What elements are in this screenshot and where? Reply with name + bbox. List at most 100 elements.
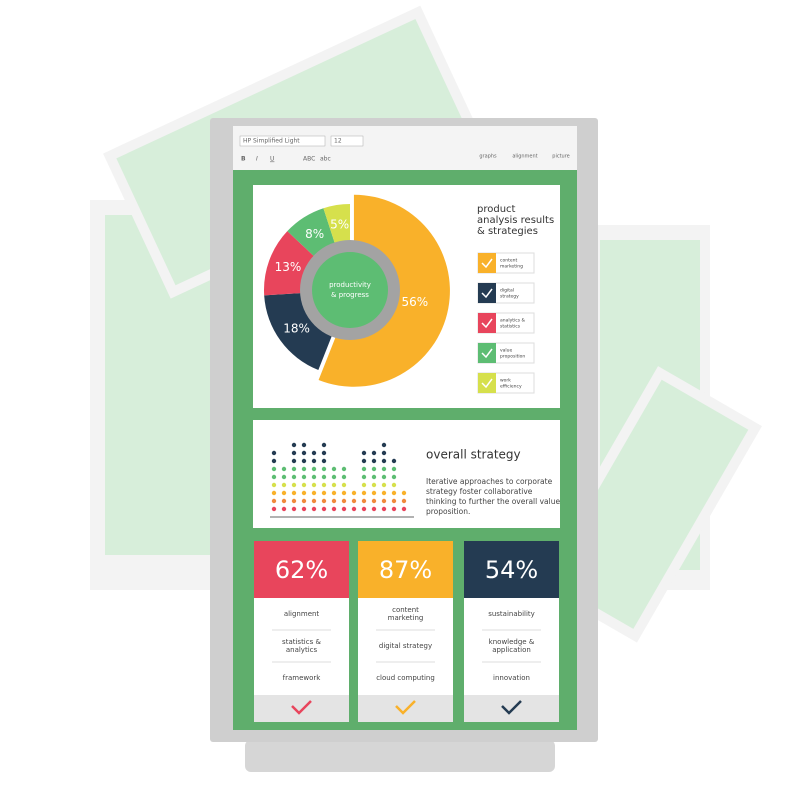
dot: [271, 498, 277, 504]
card-header: [358, 541, 453, 598]
tool-group[interactable]: picture: [552, 154, 569, 160]
dot: [301, 442, 307, 448]
dot: [381, 490, 387, 496]
dot: [321, 482, 327, 488]
dot: [391, 506, 397, 512]
dot: [301, 474, 307, 480]
dot: [361, 498, 367, 504]
tool-group[interactable]: alignment: [512, 154, 537, 160]
card-footer: [358, 695, 453, 722]
size-select[interactable]: [330, 135, 364, 147]
dot: [301, 450, 307, 456]
tool-group[interactable]: graphs: [479, 154, 497, 160]
dot: [271, 506, 277, 512]
dot: [371, 474, 377, 480]
dot: [391, 482, 397, 488]
dot: [361, 474, 367, 480]
dot: [371, 506, 377, 512]
dot: [291, 506, 297, 512]
strategy-text: proposition.: [426, 507, 470, 516]
dot: [341, 506, 347, 512]
card-item: cloud computing: [376, 674, 435, 682]
dot: [271, 450, 277, 456]
ghost-screen: [600, 240, 700, 570]
tool-button[interactable]: B: [241, 156, 246, 163]
dot: [321, 466, 327, 472]
tool-button[interactable]: abc: [320, 156, 331, 163]
card-percent: 87%: [379, 556, 432, 584]
card-header: [254, 541, 349, 598]
check: [481, 258, 493, 269]
ghost-screen: [590, 225, 710, 590]
font-select[interactable]: [239, 135, 326, 147]
legend-label: content: [500, 258, 517, 264]
ghost-screen: [90, 200, 220, 590]
dot: [391, 490, 397, 496]
card-item: sustainability: [488, 610, 535, 618]
dot: [311, 490, 317, 496]
card-item: application: [492, 646, 531, 654]
legend-label: analytics &: [500, 318, 526, 324]
dot: [331, 490, 337, 496]
legend-swatch: [478, 373, 496, 393]
dot: [371, 458, 377, 464]
card-item: digital strategy: [379, 642, 432, 650]
pie: 56% 18% 13% 8% 5% productivity & progress: [264, 194, 450, 387]
toolbar: [233, 126, 577, 170]
panel-title: analysis results: [477, 215, 554, 226]
dot: [371, 466, 377, 472]
slice-label: 56%: [401, 295, 428, 309]
legend-swatch: [478, 343, 496, 363]
card-percent: 54%: [485, 556, 538, 584]
dot: [311, 450, 317, 456]
dot: [391, 458, 397, 464]
check: [481, 348, 493, 359]
dot: [311, 482, 317, 488]
center-label: productivity: [329, 281, 371, 289]
dot: [301, 490, 307, 496]
dot: [311, 498, 317, 504]
center-label: & progress: [331, 291, 369, 299]
dot: [291, 474, 297, 480]
dot: [401, 498, 407, 504]
panel-title: & strategies: [477, 226, 538, 237]
card-item: alignment: [284, 610, 320, 618]
tool-button[interactable]: ABC: [303, 156, 315, 163]
slice-label: 13%: [275, 260, 302, 274]
dot: [381, 458, 387, 464]
dot: [291, 450, 297, 456]
card-header: [464, 541, 559, 598]
dot: [341, 474, 347, 480]
dot: [291, 466, 297, 472]
dot: [291, 498, 297, 504]
dot: [361, 482, 367, 488]
dot: [311, 474, 317, 480]
dot: [281, 490, 287, 496]
dot: [271, 490, 277, 496]
tool-button[interactable]: I: [256, 156, 258, 163]
legend-label: proposition: [500, 354, 525, 360]
dot-chart: [270, 442, 414, 518]
legend-label: value: [500, 348, 513, 354]
dot: [361, 490, 367, 496]
dot: [271, 458, 277, 464]
dot: [301, 506, 307, 512]
dot: [361, 458, 367, 464]
tool-button[interactable]: U: [270, 156, 274, 163]
dot: [351, 498, 357, 504]
panel-title: product: [477, 204, 516, 215]
card-item: statistics &: [282, 638, 321, 646]
dot: [291, 458, 297, 464]
center: [312, 252, 388, 328]
legend-swatch: [478, 313, 496, 333]
dot: [301, 466, 307, 472]
card-item: framework: [283, 674, 322, 682]
dot: [351, 490, 357, 496]
dot: [321, 458, 327, 464]
dot: [301, 498, 307, 504]
card-item: analytics: [286, 646, 318, 654]
dot: [331, 506, 337, 512]
legend-label: strategy: [500, 294, 519, 300]
dot: [341, 466, 347, 472]
